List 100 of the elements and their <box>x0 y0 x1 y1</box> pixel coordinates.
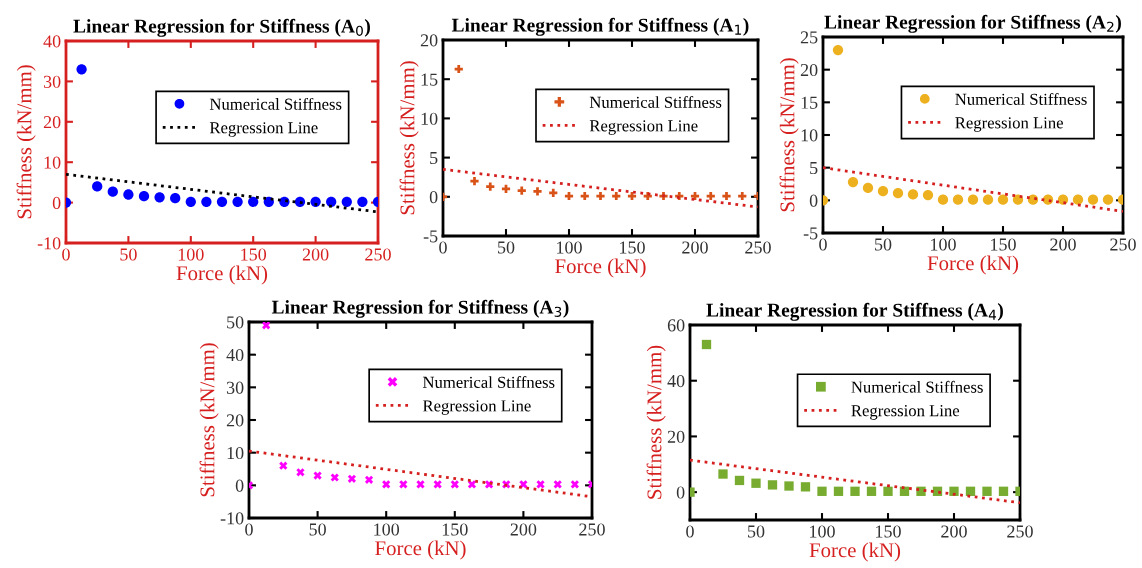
x-tick-label: 200 <box>1050 238 1076 251</box>
point <box>784 481 794 491</box>
x-tick-label: 250 <box>365 248 391 261</box>
x-tick-label: 50 <box>120 248 137 261</box>
point <box>949 486 959 496</box>
point <box>767 480 778 490</box>
point <box>847 176 859 188</box>
point <box>718 469 728 479</box>
x-tick-label: 200 <box>302 248 329 261</box>
point <box>866 486 877 496</box>
x-tick-label: 150 <box>620 241 645 254</box>
x-tick-label: 100 <box>931 238 956 251</box>
legend-label: Regression Line <box>589 120 698 135</box>
point <box>877 186 889 197</box>
legend-label: Regression Line <box>422 400 531 415</box>
point <box>832 44 844 56</box>
x-tick-label: 100 <box>557 241 582 254</box>
x-tick-label: 150 <box>442 523 468 536</box>
point <box>701 339 712 350</box>
point <box>892 188 904 199</box>
x-tick-label: 0 <box>62 248 70 261</box>
y-tick-label: -5 <box>423 230 438 243</box>
point <box>216 196 228 207</box>
y-tick-label: 10 <box>421 112 438 125</box>
chart-title: Linear Regression for Stiffness (A$_{0}$) <box>73 18 370 37</box>
y-tick-label: 30 <box>226 381 244 394</box>
point <box>433 480 442 489</box>
chart-title: Linear Regression for Stiffness (A$_{2}$) <box>824 14 1121 33</box>
y-tick-label: 30 <box>43 75 61 88</box>
point <box>570 480 579 489</box>
y-tick-label: 10 <box>227 446 244 460</box>
y-tick-label: 5 <box>810 162 818 175</box>
x-tick-label: 50 <box>309 523 326 536</box>
x-tick-label: 200 <box>941 525 967 538</box>
y-tick-label: 15 <box>801 96 818 109</box>
y-tick-label: 40 <box>226 348 244 362</box>
point <box>883 486 893 496</box>
y-tick-label: 0 <box>235 479 244 492</box>
x-tick-label: 250 <box>1007 525 1033 538</box>
y-tick-label: 20 <box>226 414 244 427</box>
point <box>138 190 150 202</box>
x-tick-label: 150 <box>241 248 267 261</box>
point <box>76 64 87 75</box>
y-tick-label: 0 <box>429 191 438 204</box>
point <box>982 194 994 205</box>
point <box>357 196 368 207</box>
point <box>450 480 459 489</box>
point <box>262 322 271 330</box>
x-tick-label: 250 <box>1110 238 1136 251</box>
y-tick-label: 40 <box>667 374 685 388</box>
point <box>248 196 259 207</box>
y-tick-label: 0 <box>809 194 818 207</box>
point <box>596 191 605 201</box>
y-tick-label: 20 <box>800 63 818 77</box>
x-tick-label: 0 <box>819 238 827 251</box>
y-tick-label: 5 <box>430 152 438 165</box>
point <box>997 194 1009 205</box>
legend-label: Numerical Stiffness <box>209 97 342 110</box>
point <box>470 177 479 186</box>
point <box>416 480 425 489</box>
legend-label: Numerical Stiffness <box>851 380 983 393</box>
point <box>862 182 874 194</box>
y-tick-label: 25 <box>800 31 818 44</box>
point <box>517 186 526 195</box>
point <box>326 196 337 207</box>
point <box>341 196 352 207</box>
x-axis-title: Force (kN) <box>809 542 901 562</box>
point <box>1012 194 1024 205</box>
point <box>232 196 243 207</box>
point <box>1087 194 1099 205</box>
y-axis-title: Stiffness (kN/mm) <box>16 65 36 219</box>
point <box>533 187 542 196</box>
chart-title: Linear Regression for Stiffness (A$_{4}$) <box>706 302 1003 321</box>
y-tick-label: 40 <box>43 35 61 48</box>
point <box>722 191 731 201</box>
y-tick-label: 15 <box>421 73 438 86</box>
point <box>833 486 844 496</box>
y-tick-label: 20 <box>420 34 438 47</box>
x-axis-title: Force (kN) <box>176 265 268 285</box>
y-tick-label: 0 <box>52 196 61 210</box>
point <box>952 194 964 205</box>
y-tick-label: -10 <box>37 237 61 250</box>
x-tick-label: 0 <box>686 525 694 538</box>
x-axis-title: Force (kN) <box>555 258 646 278</box>
point <box>296 468 305 477</box>
x-tick-label: 100 <box>178 248 204 261</box>
x-tick-label: 200 <box>682 241 708 254</box>
point <box>330 473 339 482</box>
y-tick-label: 20 <box>43 116 61 129</box>
point <box>313 471 322 480</box>
x-tick-label: 100 <box>810 525 835 538</box>
point <box>382 480 391 489</box>
legend-label: Numerical Stiffness <box>589 96 722 108</box>
point <box>154 192 165 203</box>
point <box>998 486 1009 496</box>
x-tick-label: 50 <box>875 238 892 251</box>
y-axis-title: Stiffness (kN/mm) <box>646 345 666 499</box>
point <box>922 189 934 201</box>
point <box>185 196 196 207</box>
y-tick-label: -10 <box>220 512 244 525</box>
